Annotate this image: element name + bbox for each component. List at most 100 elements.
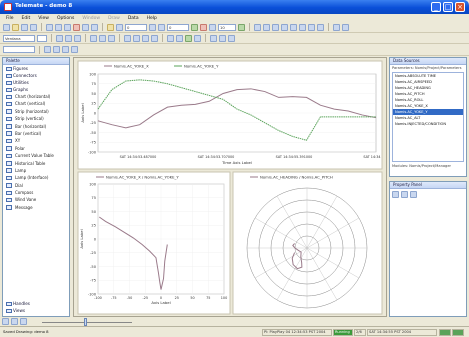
time-combo[interactable]: 10: [218, 23, 236, 31]
maximize-button[interactable]: □: [443, 2, 453, 12]
pause-icon[interactable]: [209, 23, 216, 31]
align-center-icon[interactable]: [99, 34, 106, 42]
palette-item[interactable]: Polar: [3, 145, 69, 152]
palette-item[interactable]: XY: [3, 137, 69, 144]
data-source-item[interactable]: Nomis.AC_YOKE_Y: [393, 109, 463, 115]
data-source-item[interactable]: Nomis.AC_YOKE_X: [395, 104, 428, 108]
properties-icon[interactable]: [107, 23, 114, 31]
sort-category-icon[interactable]: [392, 191, 399, 198]
zoom-in-icon[interactable]: [158, 23, 165, 31]
data-source-item[interactable]: Nomis.AC_ALT: [395, 116, 421, 120]
palette-item[interactable]: Dial: [3, 182, 69, 189]
bold-icon[interactable]: [56, 34, 63, 42]
fill-color-icon[interactable]: [124, 34, 131, 42]
property-pages-icon[interactable]: [410, 191, 417, 198]
ungroup-icon[interactable]: [194, 34, 201, 42]
data-source-item[interactable]: Nomis.AC_HEADING: [395, 86, 431, 90]
palette-item[interactable]: Lamp (Interface): [3, 174, 69, 181]
new-icon[interactable]: [3, 23, 10, 31]
undo-icon[interactable]: [82, 23, 89, 31]
settings-icon[interactable]: [342, 23, 349, 31]
data-source-item[interactable]: Nomis.AC_PITCH: [395, 92, 425, 96]
zoom2-combo[interactable]: 0: [167, 23, 189, 31]
line-width-icon[interactable]: [151, 34, 158, 42]
palette-bottom-handles[interactable]: Handles: [3, 300, 69, 307]
open-icon[interactable]: [12, 23, 19, 31]
font-combo[interactable]: Verdana: [3, 34, 35, 42]
palette-item[interactable]: Chart (horizontal): [3, 93, 69, 100]
print-icon[interactable]: [30, 23, 37, 31]
menu-data[interactable]: Data: [127, 15, 139, 21]
zoom-slider-thumb[interactable]: [84, 318, 87, 326]
palette-item[interactable]: Current Value Table: [3, 152, 69, 159]
align-left-icon[interactable]: [90, 34, 97, 42]
minimize-button[interactable]: _: [431, 2, 441, 12]
data-source-item[interactable]: Nomis.ABSOLUTE TIME: [395, 74, 437, 78]
play-icon[interactable]: [191, 23, 198, 31]
bring-front-icon[interactable]: [167, 34, 174, 42]
record-icon[interactable]: [238, 23, 245, 31]
cut-icon[interactable]: [46, 23, 53, 31]
data-source-item[interactable]: Nomis.AC_ROLL: [395, 98, 424, 102]
sync-icon[interactable]: [308, 23, 315, 31]
zoom-fit-icon[interactable]: [2, 318, 9, 325]
zoom-combo[interactable]: 0: [125, 23, 147, 31]
paste-icon[interactable]: [64, 23, 71, 31]
palette-item[interactable]: Bar (vertical): [3, 130, 69, 137]
align-objects-icon[interactable]: [210, 34, 217, 42]
palette-item[interactable]: Strip (vertical): [3, 115, 69, 122]
menu-file[interactable]: File: [6, 15, 14, 21]
close-button[interactable]: ×: [455, 2, 465, 12]
font-size-combo[interactable]: [37, 34, 47, 42]
zoom-out-icon[interactable]: [149, 23, 156, 31]
last-frame-icon[interactable]: [281, 23, 288, 31]
data-source-item[interactable]: Nomis.AC_AIRSPEED: [395, 80, 432, 84]
zoom-100-icon[interactable]: [11, 318, 18, 325]
line-tool-icon[interactable]: [71, 46, 78, 53]
text-color-icon[interactable]: [142, 34, 149, 42]
line-color-icon[interactable]: [133, 34, 140, 42]
palette-item[interactable]: Message: [3, 204, 69, 211]
palette-item[interactable]: Lamp: [3, 167, 69, 174]
rect-icon[interactable]: [53, 46, 60, 53]
first-frame-icon[interactable]: [254, 23, 261, 31]
align-right-icon[interactable]: [108, 34, 115, 42]
menu-options[interactable]: Options: [56, 15, 75, 21]
underline-icon[interactable]: [74, 34, 81, 42]
sort-alpha-icon[interactable]: [401, 191, 408, 198]
size-same-icon[interactable]: [228, 34, 235, 42]
stop-icon[interactable]: [200, 23, 207, 31]
next-frame-icon[interactable]: [272, 23, 279, 31]
data-source-item[interactable]: Nomis.INJECTED/CONDITION: [395, 122, 447, 126]
zoom-page-icon[interactable]: [20, 318, 27, 325]
menu-view[interactable]: View: [38, 15, 49, 21]
palette-section-graphs[interactable]: Graphs: [3, 86, 69, 93]
layer-combo[interactable]: [3, 46, 35, 53]
palette-item[interactable]: Wind Vane: [3, 196, 69, 203]
loop-icon[interactable]: [299, 23, 306, 31]
send-back-icon[interactable]: [176, 34, 183, 42]
ellipse-icon[interactable]: [62, 46, 69, 53]
save-icon[interactable]: [21, 23, 28, 31]
pointer-icon[interactable]: [44, 46, 51, 53]
redo-icon[interactable]: [91, 23, 98, 31]
palette-item[interactable]: Chart (vertical): [3, 100, 69, 107]
zoom-slider-track[interactable]: [42, 322, 132, 323]
copy-icon[interactable]: [55, 23, 62, 31]
palette-item[interactable]: Historical Table: [3, 160, 69, 167]
menu-help[interactable]: Help: [146, 15, 157, 21]
step-icon[interactable]: [290, 23, 297, 31]
prev-frame-icon[interactable]: [263, 23, 270, 31]
export-icon[interactable]: [333, 23, 340, 31]
palette-section-utilities[interactable]: Utilities: [3, 79, 69, 86]
palette-item[interactable]: Compass: [3, 189, 69, 196]
menu-edit[interactable]: Edit: [21, 15, 31, 21]
link-icon[interactable]: [317, 23, 324, 31]
italic-icon[interactable]: [65, 34, 72, 42]
menu-draw[interactable]: Draw: [108, 15, 120, 21]
delete-icon[interactable]: [73, 23, 80, 31]
palette-section-connectors[interactable]: Connectors: [3, 72, 69, 79]
distribute-icon[interactable]: [219, 34, 226, 42]
palette-item[interactable]: Bar (horizontal): [3, 123, 69, 130]
grid-icon[interactable]: [116, 23, 123, 31]
